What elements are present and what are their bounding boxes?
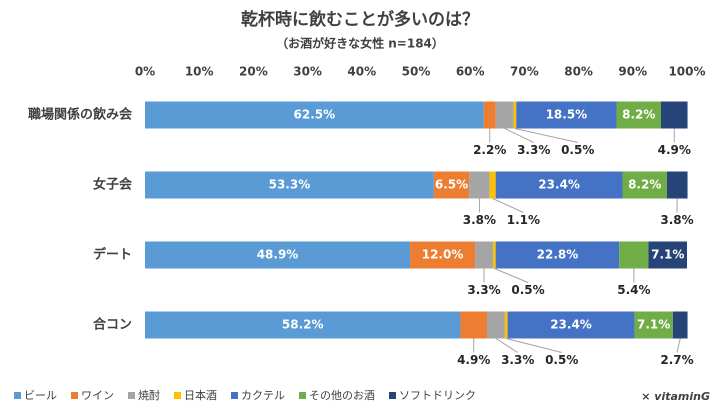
bar-segment <box>495 241 620 269</box>
y-tick-label: 合コン <box>93 317 132 333</box>
bar-segment <box>475 241 493 269</box>
value-label: 58.2% <box>282 318 324 332</box>
value-label: 0.5% <box>511 283 544 297</box>
value-label: 4.9% <box>457 353 490 367</box>
x-tick-label: 50% <box>402 65 431 79</box>
legend-swatch <box>174 392 181 399</box>
leader-line <box>494 268 529 283</box>
y-tick-label: デート <box>93 247 132 263</box>
bar-segment <box>433 171 470 199</box>
legend-swatch <box>14 392 21 399</box>
bar-segment <box>504 311 508 339</box>
bar-segment <box>660 101 688 129</box>
value-label: 4.9% <box>658 143 691 157</box>
value-label: 12.0% <box>422 248 464 262</box>
value-label: 7.1% <box>637 318 670 332</box>
leader-line <box>492 198 524 213</box>
bar-segment <box>648 241 687 269</box>
x-tick-label: 40% <box>347 65 376 79</box>
bar-segment <box>619 241 649 269</box>
bar-segment <box>410 241 476 269</box>
legend-label: ワイン <box>81 389 114 402</box>
x-tick-label: 70% <box>510 65 539 79</box>
bar-segment <box>616 101 661 129</box>
y-tick-label: 職場関係の飲み会 <box>28 107 133 123</box>
x-tick-label: 0% <box>135 65 155 79</box>
bar-segment <box>672 311 688 339</box>
bar-segment <box>483 101 496 129</box>
bar-segment <box>487 311 505 339</box>
leader-line <box>506 338 562 353</box>
value-label: 3.3% <box>517 143 550 157</box>
value-label: 53.3% <box>269 178 311 192</box>
bar-segment <box>513 101 517 129</box>
value-label: 62.5% <box>294 108 336 122</box>
value-label: 1.1% <box>507 213 540 227</box>
bar-segment <box>666 171 688 199</box>
legend-label: 日本酒 <box>184 388 217 402</box>
legend-swatch <box>128 392 135 399</box>
bar-segment <box>634 311 673 339</box>
legend-label: ソフトドリンク <box>399 389 476 402</box>
legend-label: 焼酎 <box>138 388 160 402</box>
legend-swatch <box>299 392 306 399</box>
value-label: 7.1% <box>651 248 684 262</box>
chart-title: 乾杯時に飲むことが多いのは？ <box>241 9 479 30</box>
chart-subtitle: （お酒が好きな女性 n=184） <box>276 36 444 51</box>
legend-swatch <box>231 392 238 399</box>
x-tick-label: 80% <box>564 65 593 79</box>
bar-segment <box>145 311 461 339</box>
legend-swatch <box>71 392 78 399</box>
value-label: 3.3% <box>467 283 500 297</box>
value-label: 5.4% <box>617 283 650 297</box>
leader-line <box>504 128 534 143</box>
x-tick-label: 90% <box>618 65 647 79</box>
y-tick-label: 女子会 <box>93 177 133 193</box>
bar-segment <box>145 101 484 129</box>
bar-segment <box>622 171 667 199</box>
x-tick-label: 30% <box>293 65 322 79</box>
value-label: 2.7% <box>660 353 693 367</box>
bar-segment <box>145 241 411 269</box>
bar-segment <box>516 101 617 129</box>
legend-swatch <box>389 392 396 399</box>
value-label: 22.8% <box>537 248 579 262</box>
value-label: 48.9% <box>257 248 299 262</box>
value-label: 18.5% <box>546 108 588 122</box>
value-label: 3.3% <box>501 353 534 367</box>
x-tick-label: 10% <box>185 65 214 79</box>
x-tick-label: 60% <box>456 65 485 79</box>
bar-segment <box>495 101 514 129</box>
bar-segment <box>495 171 623 199</box>
value-label: 23.4% <box>538 178 580 192</box>
bar-segment <box>469 171 490 199</box>
leader-line <box>495 338 518 353</box>
legend-label: ビール <box>24 389 57 402</box>
value-label: 0.5% <box>561 143 594 157</box>
value-label: 8.2% <box>628 178 661 192</box>
bar-segment <box>145 171 434 199</box>
x-tick-label: 100% <box>668 65 705 79</box>
value-label: 6.5% <box>435 178 468 192</box>
value-label: 8.2% <box>622 108 655 122</box>
bar-segment <box>460 311 488 339</box>
leader-line <box>514 128 578 143</box>
leader-line <box>676 338 681 353</box>
value-label: 0.5% <box>545 353 578 367</box>
x-tick-label: 20% <box>239 65 268 79</box>
brand: × vitaminG <box>641 390 710 403</box>
bar-segment <box>507 311 635 339</box>
legend-label: その他のお酒 <box>309 389 375 402</box>
value-label: 2.2% <box>473 143 506 157</box>
bar-segment <box>489 171 496 199</box>
legend-label: カクテル <box>241 389 285 402</box>
value-label: 3.8% <box>660 213 693 227</box>
value-label: 3.8% <box>463 213 496 227</box>
value-label: 23.4% <box>550 318 592 332</box>
bar-segment <box>492 241 496 269</box>
